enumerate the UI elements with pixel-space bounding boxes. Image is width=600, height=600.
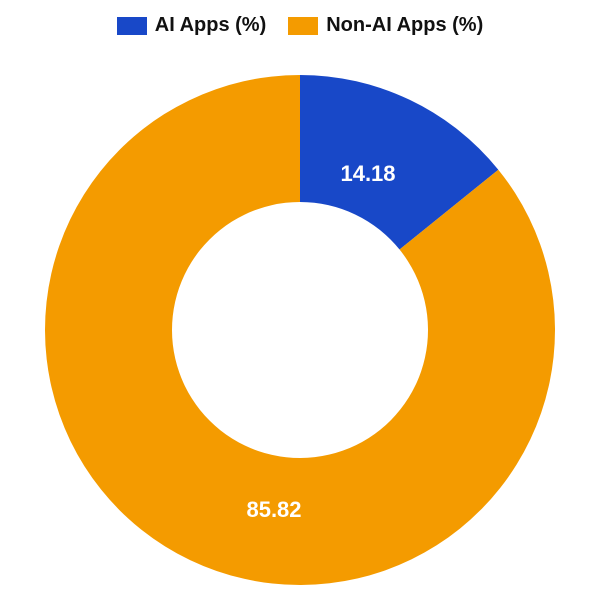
slice-value-non-ai: 85.82	[246, 497, 301, 523]
slice-value-ai: 14.18	[340, 161, 395, 187]
donut-chart: AI Apps (%) Non-AI Apps (%) 14.18 85.82	[0, 0, 600, 600]
